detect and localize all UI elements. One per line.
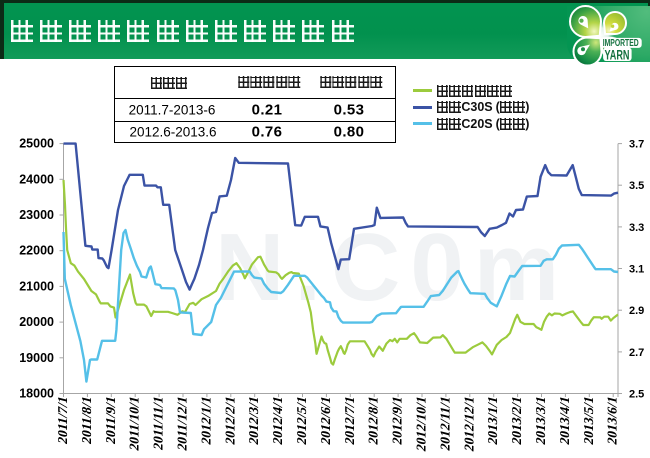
svg-text:2013/6/1: 2013/6/1 — [605, 394, 620, 446]
svg-text:3.7: 3.7 — [629, 139, 644, 151]
svg-text:2012/4/1: 2012/4/1 — [270, 394, 285, 446]
svg-text:2013/5/1: 2013/5/1 — [581, 394, 596, 446]
svg-text:3.3: 3.3 — [629, 222, 644, 234]
svg-text:25000: 25000 — [19, 137, 54, 151]
svg-text:2012/3/1: 2012/3/1 — [246, 394, 261, 446]
svg-text:2011/11/1: 2011/11/1 — [151, 394, 166, 451]
svg-text:2011/7/1: 2011/7/1 — [55, 394, 70, 445]
svg-text:2.5: 2.5 — [629, 389, 644, 401]
svg-text:2011/12/1: 2011/12/1 — [175, 394, 190, 452]
svg-text:2012/9/1: 2012/9/1 — [390, 394, 405, 446]
svg-text:20000: 20000 — [19, 315, 54, 329]
svg-text:2013/4/1: 2013/4/1 — [557, 394, 572, 446]
svg-text:19000: 19000 — [19, 351, 54, 365]
svg-text:23000: 23000 — [19, 208, 54, 222]
svg-text:2.9: 2.9 — [629, 305, 644, 317]
svg-text:2.7: 2.7 — [629, 347, 644, 359]
svg-text:2013/3/1: 2013/3/1 — [533, 394, 548, 446]
svg-text:2012/2/1: 2012/2/1 — [222, 394, 237, 446]
svg-text:3.5: 3.5 — [629, 180, 644, 192]
svg-text:2012/7/1: 2012/7/1 — [342, 394, 357, 446]
svg-text:2011/10/1: 2011/10/1 — [127, 394, 142, 452]
svg-text:2011/9/1: 2011/9/1 — [103, 394, 118, 445]
svg-text:IMPORTED: IMPORTED — [603, 37, 639, 49]
svg-text:2013/1/1: 2013/1/1 — [485, 394, 500, 446]
svg-text:2011/8/1: 2011/8/1 — [79, 394, 94, 445]
svg-text:2012/8/1: 2012/8/1 — [366, 394, 381, 446]
svg-text:2012/5/1: 2012/5/1 — [294, 394, 309, 446]
svg-text:18000: 18000 — [19, 387, 54, 401]
svg-text:2012/1/1: 2012/1/1 — [199, 394, 214, 446]
svg-text:2013/2/1: 2013/2/1 — [509, 394, 524, 446]
svg-text:24000: 24000 — [19, 172, 54, 186]
svg-text:22000: 22000 — [19, 244, 54, 258]
svg-text:2012/6/1: 2012/6/1 — [318, 394, 333, 446]
svg-text:2012/12/1: 2012/12/1 — [461, 394, 476, 453]
svg-text:YARN: YARN — [605, 47, 630, 62]
svg-text:3.1: 3.1 — [629, 264, 644, 276]
svg-text:21000: 21000 — [19, 279, 54, 293]
svg-text:2012/11/1: 2012/11/1 — [438, 394, 453, 452]
svg-text:2012/10/1: 2012/10/1 — [414, 394, 429, 453]
